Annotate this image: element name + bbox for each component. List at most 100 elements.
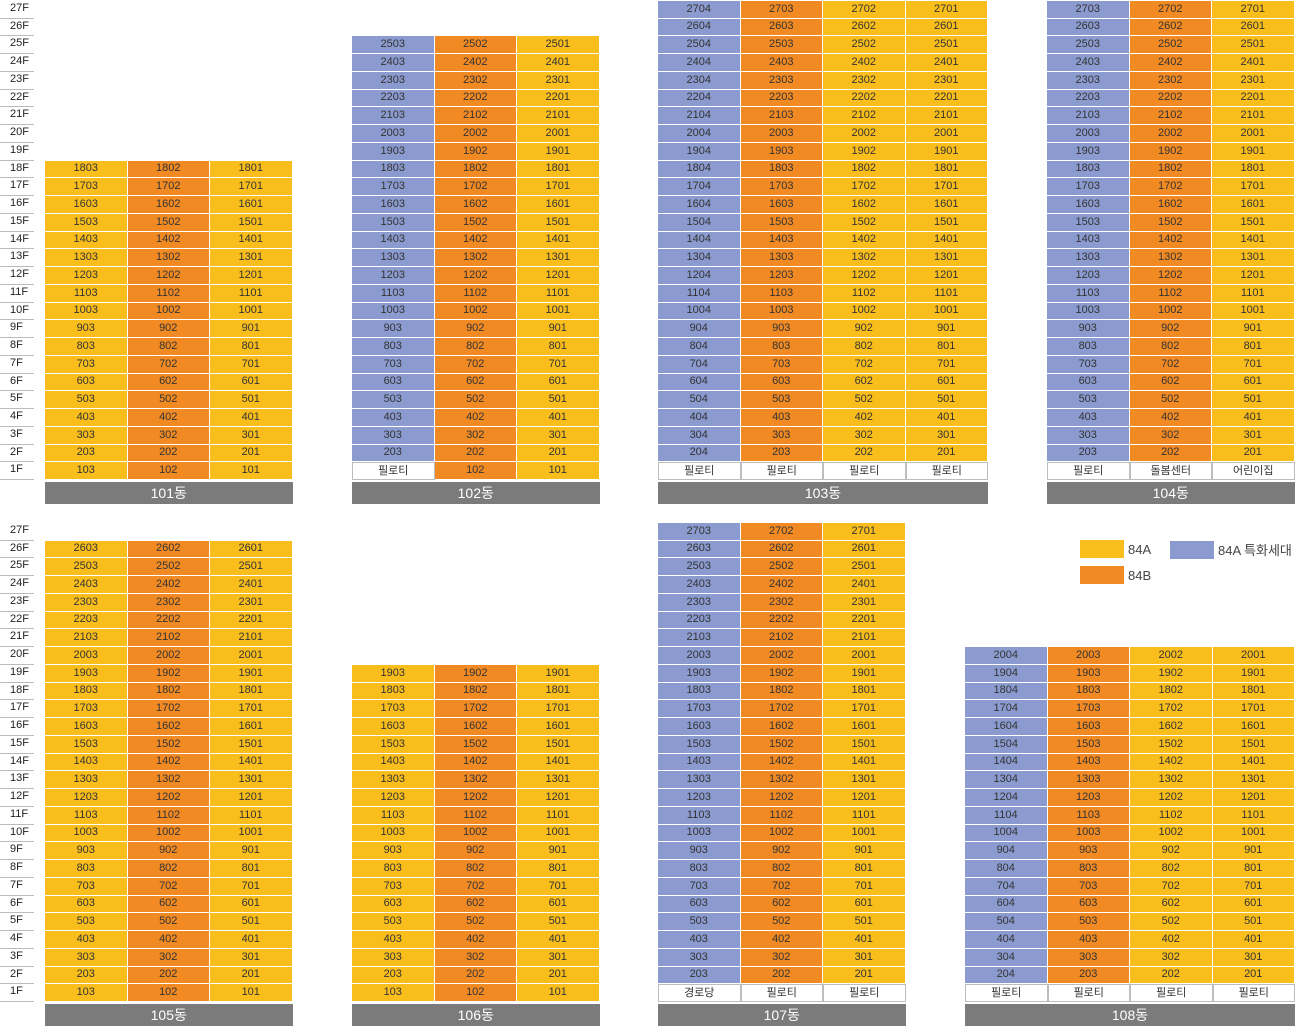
unit-cell: 1103 (45, 284, 128, 303)
floor-label: 16F (0, 718, 34, 736)
unit-cell: 301 (823, 948, 906, 967)
unit-cell: 1103 (740, 284, 823, 303)
unit-cell: 1901 (517, 142, 600, 161)
unit-cell: 1602 (127, 196, 210, 214)
unit-cell: 1501 (210, 213, 293, 232)
unit-cell: 2004 (658, 125, 741, 143)
unit-cell: 2003 (352, 125, 435, 143)
unit-cell: 703 (45, 355, 128, 374)
unit-cell: 2001 (823, 647, 906, 665)
unit-cell: 402 (740, 931, 823, 949)
unit-cell: 902 (127, 842, 210, 860)
unit-cell: 1601 (1212, 718, 1295, 736)
unit-cell: 403 (658, 931, 741, 949)
unit-cell: 2202 (1129, 89, 1212, 108)
unit-cell: 201 (210, 444, 293, 463)
unit-cell: 1202 (127, 789, 210, 807)
unit-cell: 2203 (352, 89, 435, 108)
floor-label: 20F (0, 125, 34, 143)
unit-cell: 601 (210, 373, 293, 392)
unit-cell: 302 (434, 426, 517, 445)
unit-cell: 902 (434, 320, 517, 338)
unit-cell: 1403 (352, 231, 435, 250)
unit-cell: 501 (1212, 391, 1295, 409)
unit-cell: 2403 (45, 576, 128, 594)
unit-cell: 2004 (965, 647, 1048, 665)
unit-cell: 601 (905, 373, 988, 392)
unit-cell: 필로티 (740, 984, 823, 1002)
unit-cell: 203 (45, 444, 128, 463)
unit-cell: 필로티 (823, 984, 906, 1002)
unit-cell: 2503 (1047, 36, 1130, 54)
unit-cell: 1302 (434, 249, 517, 267)
unit-cell: 1903 (1047, 664, 1130, 683)
unit-cell: 1903 (45, 664, 128, 683)
unit-cell: 1703 (45, 178, 128, 196)
unit-cell: 1501 (1212, 735, 1295, 754)
unit-cell: 702 (1129, 355, 1212, 374)
floor-label: 13F (0, 249, 34, 267)
unit-cell: 2103 (740, 107, 823, 125)
unit-cell: 1303 (1047, 249, 1130, 267)
unit-cell: 경로당 (658, 984, 741, 1002)
unit-cell: 1601 (517, 196, 600, 214)
unit-cell: 902 (1129, 320, 1212, 338)
unit-cell: 2002 (127, 647, 210, 665)
unit-cell: 1301 (517, 771, 600, 789)
unit-cell: 2003 (740, 125, 823, 143)
unit-cell: 1501 (1212, 213, 1295, 232)
unit-cell: 1203 (740, 267, 823, 285)
unit-cell: 1304 (658, 249, 741, 267)
unit-cell: 403 (45, 931, 128, 949)
floor-label: 7F (0, 356, 34, 374)
unit-cell: 2302 (434, 71, 517, 90)
unit-cell: 1003 (1047, 824, 1130, 843)
unit-cell: 604 (658, 373, 741, 392)
floor-label: 12F (0, 267, 34, 285)
unit-cell: 1404 (965, 753, 1048, 772)
unit-cell: 201 (517, 966, 600, 985)
unit-cell: 2201 (823, 611, 906, 630)
legend-label-84a-special: 84A 특화세대 (1218, 543, 1292, 558)
unit-cell: 1604 (658, 196, 741, 214)
unit-cell: 2103 (45, 629, 128, 647)
unit-cell: 1003 (1047, 302, 1130, 321)
unit-cell: 1202 (823, 267, 906, 285)
unit-cell: 1703 (658, 700, 741, 718)
unit-cell: 2103 (658, 629, 741, 647)
unit-cell: 1002 (1129, 302, 1212, 321)
unit-cell: 2002 (1130, 647, 1213, 665)
floor-label: 16F (0, 196, 34, 214)
unit-cell: 2402 (1129, 54, 1212, 72)
unit-cell: 1402 (1129, 231, 1212, 250)
building-108: 2004 2003 2002 2001 1904 1903 1902 1901 1804 1803… (965, 647, 1295, 1026)
unit-cell: 1401 (1212, 231, 1295, 250)
unit-cell: 502 (1130, 913, 1213, 931)
unit-cell: 701 (210, 877, 293, 896)
building-label: 106동 (352, 1004, 600, 1026)
unit-cell: 601 (517, 373, 600, 392)
unit-cell: 703 (45, 877, 128, 896)
floor-label: 5F (0, 391, 34, 409)
unit-cell: 2503 (740, 36, 823, 54)
unit-cell: 603 (45, 373, 128, 392)
unit-cell: 703 (1047, 877, 1130, 896)
unit-cell: 2601 (823, 540, 906, 559)
unit-cell: 1301 (210, 771, 293, 789)
unit-cell: 1401 (905, 231, 988, 250)
unit-cell: 1803 (45, 682, 128, 701)
unit-cell: 1204 (965, 789, 1048, 807)
unit-cell: 1902 (434, 664, 517, 683)
unit-cell: 102 (434, 462, 517, 480)
floor-label: 6F (0, 896, 34, 914)
floor-label: 20F (0, 647, 34, 665)
unit-cell: 2503 (352, 36, 435, 54)
unit-cell: 1104 (965, 806, 1048, 825)
unit-cell: 2703 (658, 522, 741, 541)
floor-label: 1F (0, 984, 34, 1002)
building-102: 2503 2502 2501 2403 2402 2401 2303 2302 2301 2203… (352, 36, 600, 504)
unit-cell: 503 (740, 391, 823, 409)
unit-cell: 501 (823, 913, 906, 931)
unit-cell: 1302 (740, 771, 823, 789)
unit-cell: 2101 (210, 629, 293, 647)
